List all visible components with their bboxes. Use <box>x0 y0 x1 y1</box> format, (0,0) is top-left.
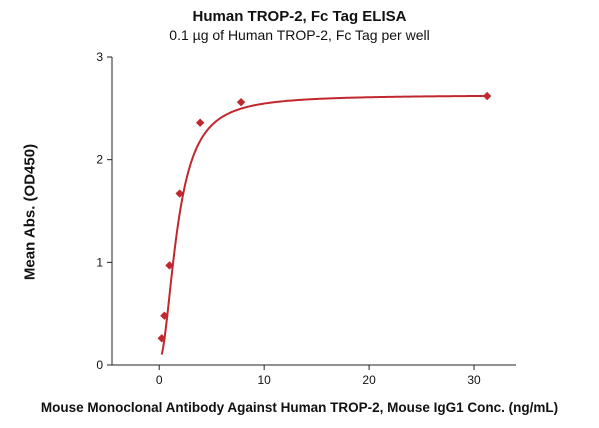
y-tick-label: 1 <box>96 255 103 269</box>
y-tick-label: 3 <box>96 50 103 64</box>
chart-title: Human TROP-2, Fc Tag ELISA <box>192 8 407 25</box>
data-point <box>482 91 492 101</box>
data-point <box>157 334 166 343</box>
y-tick-label: 0 <box>96 358 103 372</box>
data-point <box>165 261 174 270</box>
data-point <box>160 311 169 320</box>
x-tick-label: 30 <box>467 373 481 387</box>
y-tick-label: 2 <box>96 153 103 167</box>
x-tick-label: 0 <box>156 373 163 387</box>
fit-curve-line <box>160 94 488 355</box>
x-tick-label: 20 <box>362 373 376 387</box>
x-axis-label: Mouse Monoclonal Antibody Against Human … <box>40 400 559 415</box>
x-tick-label: 10 <box>257 373 271 387</box>
data-point <box>236 97 246 107</box>
chart-subtitle: 0.1 µg of Human TROP-2, Fc Tag per well <box>169 27 430 43</box>
data-point <box>175 189 184 198</box>
data-point <box>195 118 205 127</box>
